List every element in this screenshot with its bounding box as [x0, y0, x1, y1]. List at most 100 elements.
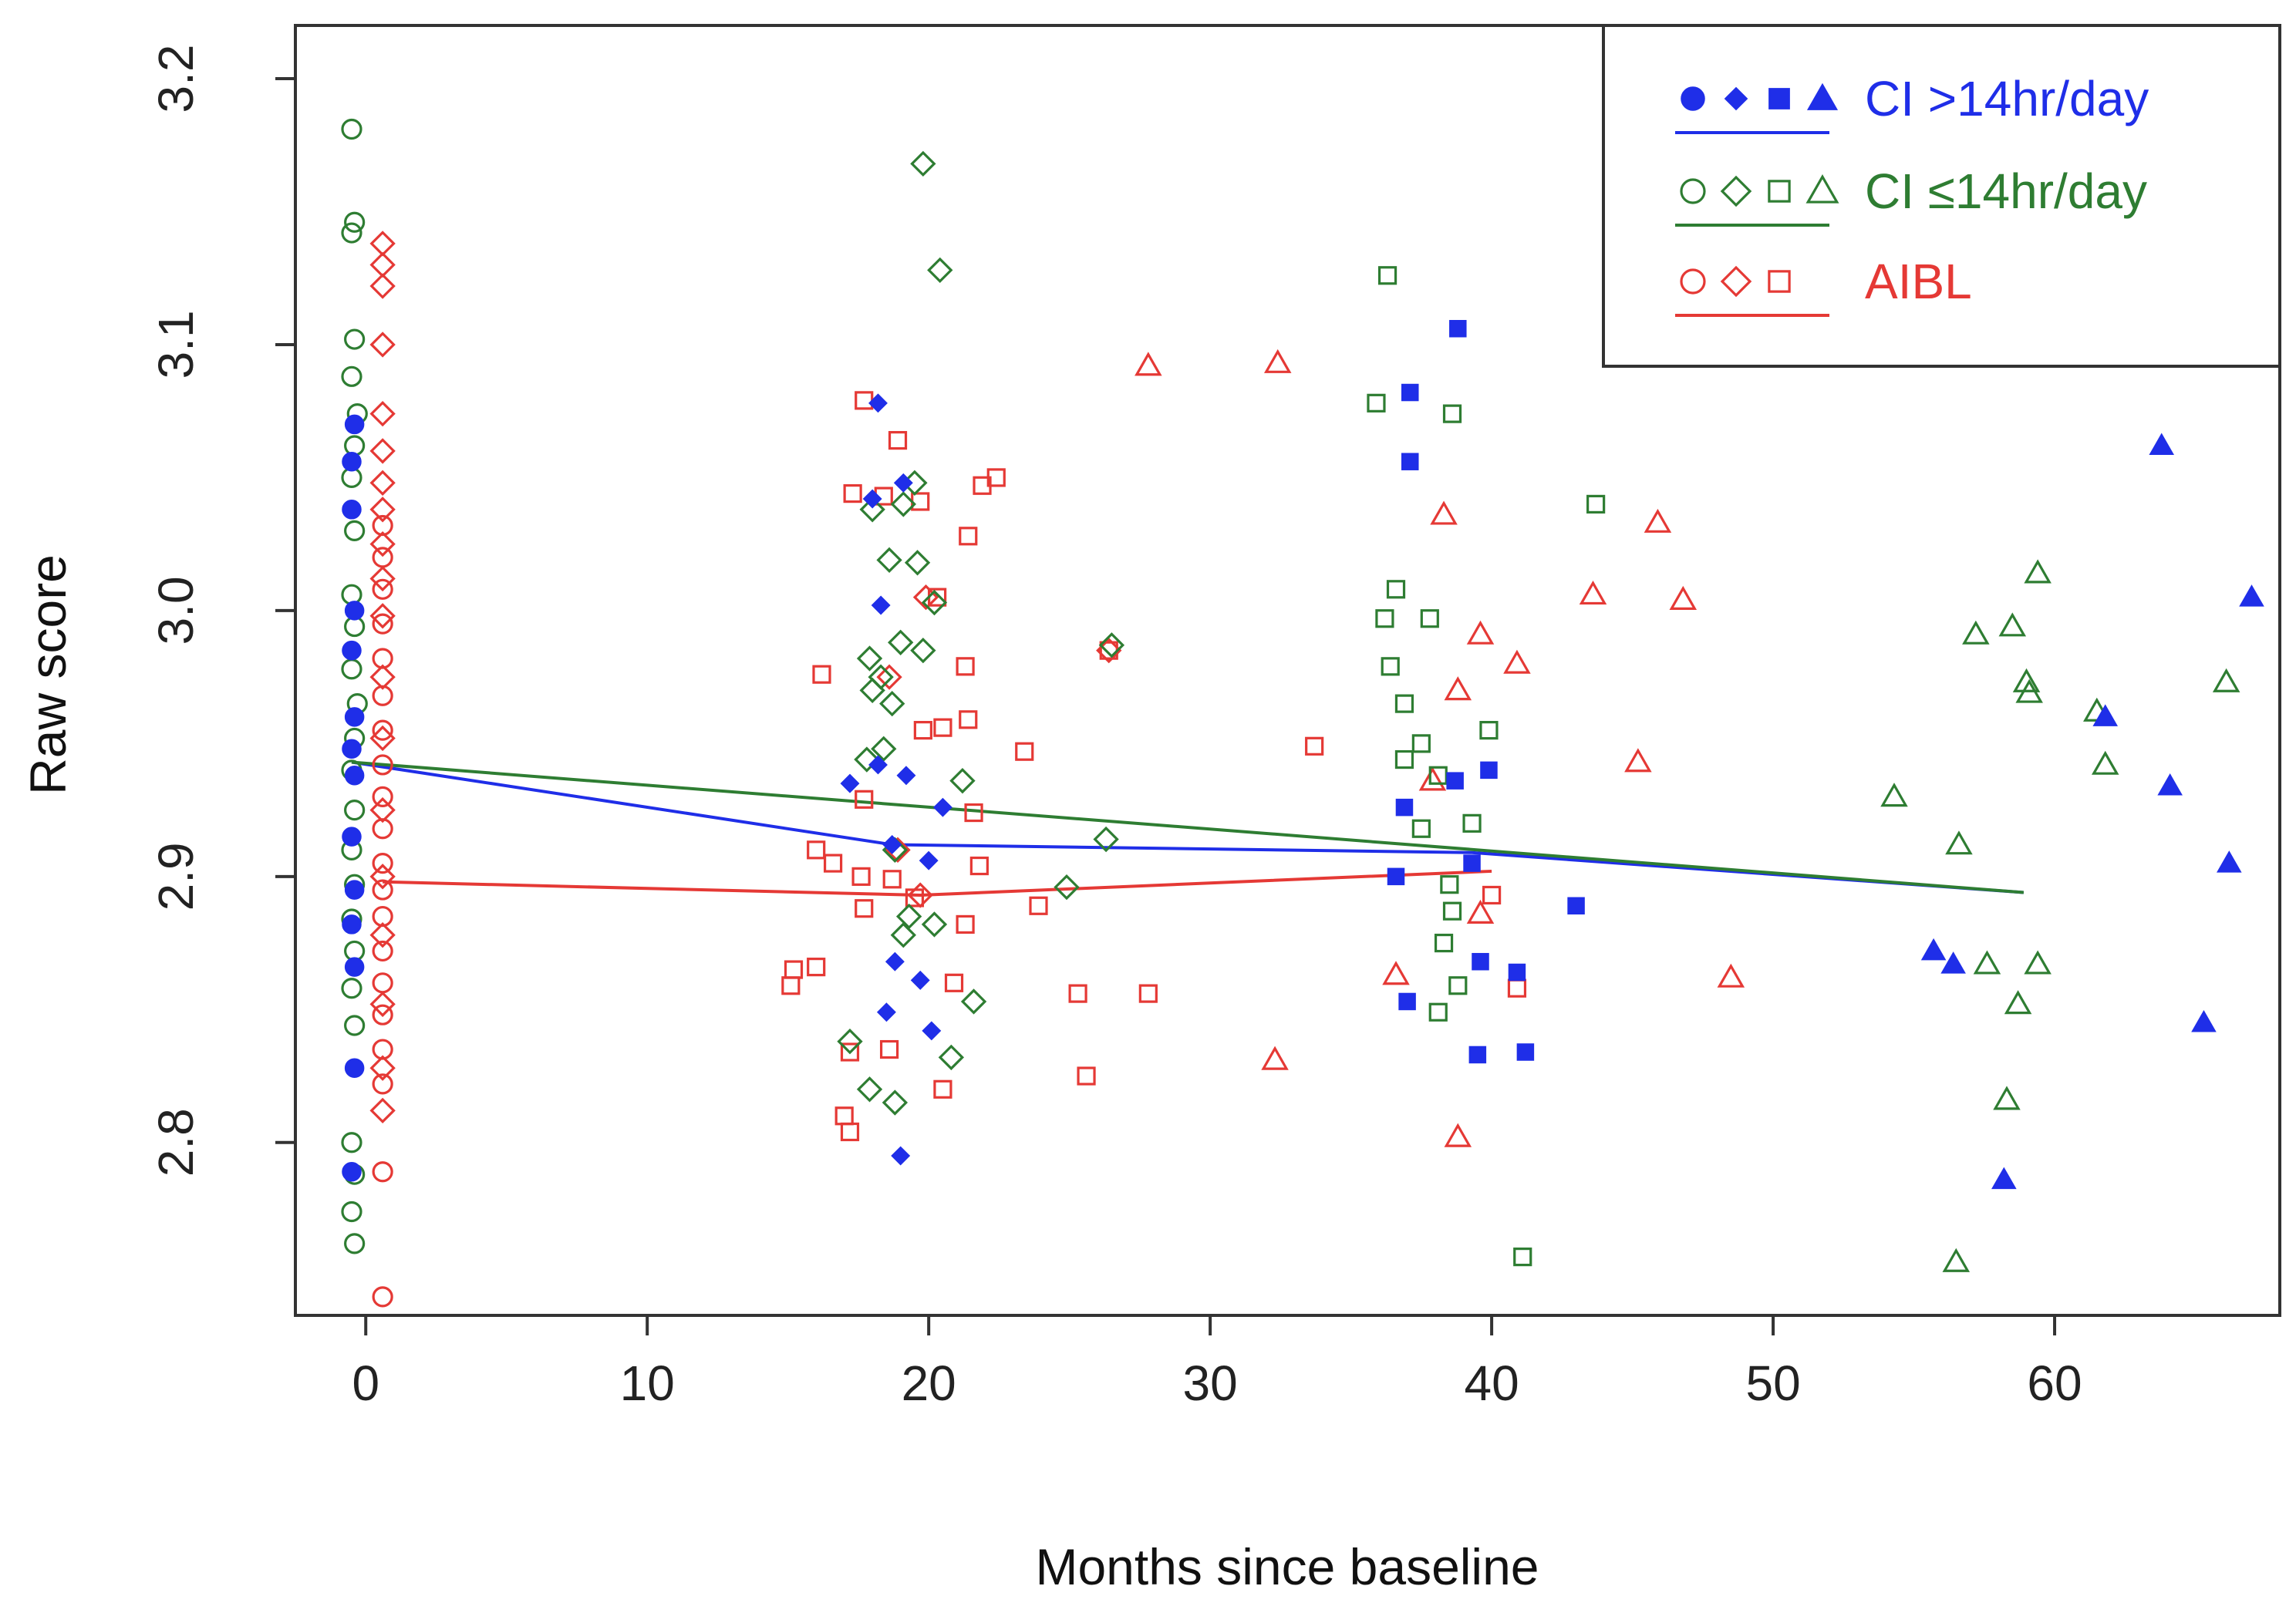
- data-point: [369, 470, 396, 496]
- data-point: [856, 1076, 883, 1103]
- legend-marker: [1681, 86, 1705, 111]
- data-point: [893, 473, 913, 493]
- data-point: [341, 1132, 362, 1153]
- data-point: [369, 438, 396, 464]
- data-point: [876, 664, 902, 690]
- legend-marker: [1680, 178, 1706, 204]
- data-point: [1305, 736, 1324, 756]
- data-point: [913, 721, 932, 740]
- data-point: [344, 601, 365, 621]
- data-point: [1401, 383, 1419, 402]
- data-point: [344, 1015, 366, 1036]
- legend-marker: [1680, 268, 1706, 295]
- data-point: [1418, 766, 1447, 791]
- data-point: [927, 257, 953, 284]
- data-point: [1381, 657, 1400, 676]
- plot-frame: [294, 24, 2281, 1317]
- data-point: [1466, 899, 1495, 924]
- data-point: [1446, 772, 1464, 790]
- data-point: [921, 911, 948, 938]
- data-point: [1503, 649, 1531, 674]
- trend-line: [383, 869, 1492, 897]
- data-point: [1586, 494, 1606, 514]
- data-point: [807, 840, 826, 860]
- data-point: [341, 978, 362, 999]
- data-point: [369, 565, 396, 592]
- data-point: [871, 595, 891, 615]
- y-tick-label: 3.2: [148, 45, 204, 113]
- data-point: [344, 328, 366, 350]
- data-point: [876, 547, 902, 574]
- data-point: [964, 803, 983, 823]
- data-point: [1394, 694, 1414, 713]
- data-point: [840, 773, 860, 793]
- data-point: [372, 786, 393, 807]
- data-point: [1382, 961, 1410, 985]
- data-point: [369, 991, 396, 1018]
- data-point: [372, 1004, 393, 1025]
- data-point: [885, 951, 905, 972]
- data-point: [344, 435, 366, 456]
- data-point: [344, 520, 366, 542]
- data-point: [1395, 798, 1414, 817]
- data-point: [1375, 609, 1394, 628]
- data-point: [369, 400, 396, 427]
- data-point: [868, 664, 894, 690]
- data-point: [1377, 266, 1397, 285]
- data-point: [369, 664, 396, 690]
- data-point: [1442, 404, 1462, 423]
- data-point: [2012, 668, 2041, 692]
- data-point: [1468, 1046, 1487, 1064]
- data-point: [1430, 500, 1458, 525]
- data-point: [369, 273, 396, 299]
- data-point: [1135, 352, 1162, 376]
- data-point: [784, 960, 804, 979]
- data-point: [2157, 773, 2183, 796]
- data-point: [344, 799, 366, 821]
- legend-marker: [1720, 175, 1752, 207]
- data-point: [369, 332, 396, 358]
- data-point: [1962, 620, 1990, 645]
- data-point: [1444, 1123, 1472, 1147]
- data-point: [341, 1200, 362, 1223]
- data-point: [342, 739, 362, 759]
- data-point: [1434, 933, 1454, 953]
- data-point: [876, 1002, 896, 1022]
- data-point: [910, 970, 930, 990]
- data-point: [890, 491, 916, 517]
- data-point: [1579, 580, 1607, 605]
- data-point: [882, 1089, 909, 1116]
- data-point: [1466, 620, 1495, 645]
- data-point: [888, 431, 908, 450]
- data-point: [1516, 1043, 1535, 1061]
- data-point: [1444, 676, 1472, 701]
- data-point: [1428, 766, 1448, 785]
- data-point: [372, 1073, 393, 1095]
- data-point: [895, 903, 922, 930]
- data-point: [372, 1161, 393, 1183]
- data-point: [1993, 1086, 2021, 1110]
- data-point: [342, 500, 362, 520]
- data-point: [369, 922, 396, 948]
- data-point: [344, 766, 365, 786]
- data-point: [896, 766, 916, 786]
- data-point: [938, 1044, 965, 1071]
- data-point: [1942, 1248, 1971, 1272]
- data-point: [1054, 874, 1080, 901]
- data-point: [2092, 704, 2119, 726]
- data-point: [1920, 938, 1947, 961]
- data-point: [807, 958, 826, 977]
- data-point: [1411, 734, 1431, 753]
- data-point: [949, 767, 976, 794]
- data-point: [1567, 897, 1585, 915]
- data-point: [372, 719, 393, 741]
- y-axis-title: Raw score: [19, 554, 76, 795]
- x-tick-label: 60: [2027, 1355, 2082, 1411]
- data-point: [341, 365, 362, 387]
- data-point: [959, 710, 978, 729]
- data-point: [341, 222, 362, 244]
- data-point: [1420, 609, 1439, 628]
- data-point: [905, 888, 925, 908]
